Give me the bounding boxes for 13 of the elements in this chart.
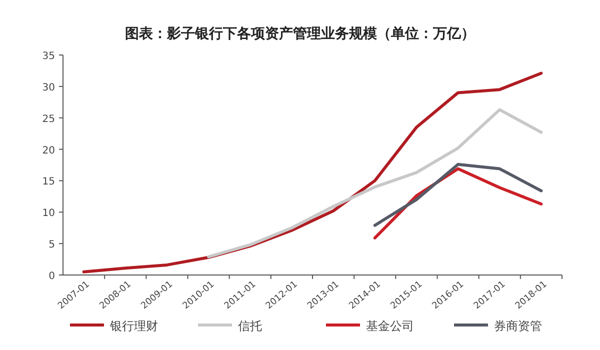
y-tick-label: 35 [42, 51, 55, 62]
legend-label: 券商资管 [494, 319, 542, 333]
y-tick-label: 0 [48, 271, 55, 282]
y-tick-label: 30 [42, 82, 55, 94]
chart-title: 图表：影子银行下各项资产管理业务规模（单位：万亿） [125, 25, 475, 42]
legend-label: 银行理财 [109, 319, 158, 333]
legend-label: 信托 [238, 319, 262, 333]
y-tick-label: 15 [42, 176, 55, 188]
y-tick-label: 5 [48, 240, 55, 251]
y-tick-label: 10 [42, 208, 55, 220]
legend-label: 基金公司 [366, 319, 414, 333]
y-tick-label: 25 [42, 114, 55, 125]
y-tick-label: 20 [42, 145, 55, 156]
